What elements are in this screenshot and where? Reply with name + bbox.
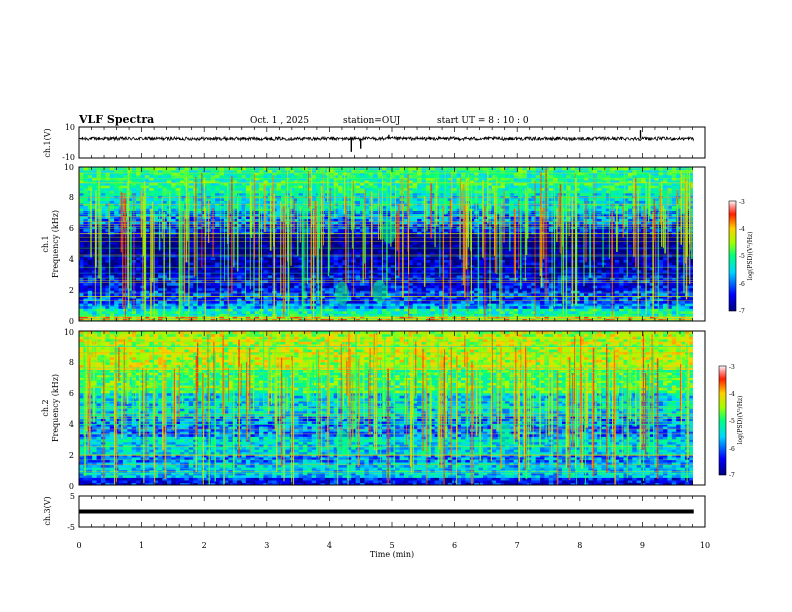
ch2-cbtick-neg6: -6 [729,446,735,453]
ch2-ytick-8: 8 [69,358,74,367]
ch2-channel-label: ch.2 [41,399,50,416]
ch1-cbtick-neg6: -6 [739,281,745,288]
ch1-cbtick-neg5: -5 [739,253,745,260]
ch2-ytick-10: 10 [64,328,74,337]
ch1-ytick-6: 6 [69,224,74,233]
ch2-spec-emission-1 [497,423,512,448]
ch2-spectrogram [79,331,693,485]
ch2-colorbar [718,365,727,476]
x-tick-label-3: 3 [264,541,269,550]
ch1-ytick-10: 10 [64,163,74,172]
start-time-label: start UT = 8 : 10 : 0 [437,116,529,126]
ch1-spectrogram [79,167,693,321]
ch1-ytick-top: 10 [65,123,75,132]
ch1-cbtick-neg3: -3 [739,199,745,206]
ch1-channel-label: ch.1 [41,235,50,252]
ch1-colorbar [728,200,737,312]
ch3-waveform-trace [79,509,694,514]
ch1-spec-emission-0 [334,281,349,306]
x-axis-tick-labels: 0 1 2 3 4 5 6 7 8 9 10 [76,541,710,550]
ch2-spec-emission-0 [334,429,349,454]
ch1-waveform-panel: 10 -10 ch.1(V) [43,123,706,162]
ch3-ytick-bottom: -5 [67,523,75,532]
ch1-ytick-8: 8 [69,193,74,202]
ch3-ytick-top: 5 [70,492,75,501]
x-tick-label-0: 0 [76,541,81,550]
ch1-waveform-ylabel: ch.1(V) [43,128,52,157]
ch1-cbtick-neg7: -7 [739,308,745,315]
ch1-ytick-2: 2 [69,286,74,295]
ch1-colorbar-label: log(PSD)(V²/Hz) [747,232,754,281]
x-axis-ticks [78,127,706,527]
ch2-ytick-2: 2 [69,451,74,460]
ch2-spec-narrowband-lines [79,332,693,474]
ch3-waveform-panel: 5 -5 ch.3(V) [43,492,706,532]
x-tick-label-5: 5 [389,541,394,550]
ch2-cbtick-neg3: -3 [729,364,735,371]
ch1-spectrogram-panel: 0 2 4 6 8 10 ch.1 Frequency (kHz) -3 -4 … [41,163,754,326]
ch3-waveform-ylabel: ch.3(V) [43,496,52,525]
ch1-waveform-spikes [350,130,642,152]
figure-title: VLF Spectra [78,113,154,126]
x-tick-label-6: 6 [452,541,457,550]
ch1-spectrogram-yticks: 0 2 4 6 8 10 [64,163,74,326]
ch1-ytick-bottom: -10 [62,153,75,162]
x-tick-label-1: 1 [139,541,144,550]
ch2-spec-cells [79,331,693,485]
ch1-waveform-frame [78,126,706,159]
ch1-spec-emissions [334,219,396,306]
ch2-colorbar-label: log(PSD)(V²/Hz) [737,396,744,445]
ch1-spec-emission-2 [381,219,396,244]
station-label: station=OUJ [343,116,401,126]
date-label: Oct. 1 , 2025 [250,116,309,126]
ch2-cbtick-neg5: -5 [729,418,735,425]
ch2-ytick-0: 0 [69,482,74,491]
ch2-cbtick-neg4: -4 [729,391,735,398]
x-tick-label-8: 8 [577,541,582,550]
ch1-cbtick-neg4: -4 [739,226,745,233]
ch1-ytick-4: 4 [69,255,74,264]
ch1-ytick-0: 0 [69,317,74,326]
ch2-spectrogram-yticks: 0 2 4 6 8 10 [64,328,74,491]
x-tick-label-10: 10 [700,541,710,550]
ch1-spec-emission-1 [372,279,387,304]
ch1-spec-sferics [79,167,693,321]
ch1-waveform-trace [78,135,695,142]
x-tick-label-7: 7 [515,541,520,550]
x-tick-label-2: 2 [202,541,207,550]
ch2-ytick-6: 6 [69,389,74,398]
x-axis-label: Time (min) [370,550,414,559]
ch2-spectrogram-panel: 0 2 4 6 8 10 ch.2 Frequency (kHz) -3 -4 … [41,328,744,491]
ch2-spec-emissions [334,423,512,454]
ch2-ytick-4: 4 [69,420,74,429]
x-tick-label-9: 9 [640,541,645,550]
x-tick-label-4: 4 [327,541,332,550]
ch1-frequency-label: Frequency (kHz) [51,210,60,278]
ch2-cbtick-neg7: -7 [729,472,735,479]
ch1-spec-narrowband-lines [79,168,693,321]
ch2-frequency-label: Frequency (kHz) [51,374,60,442]
